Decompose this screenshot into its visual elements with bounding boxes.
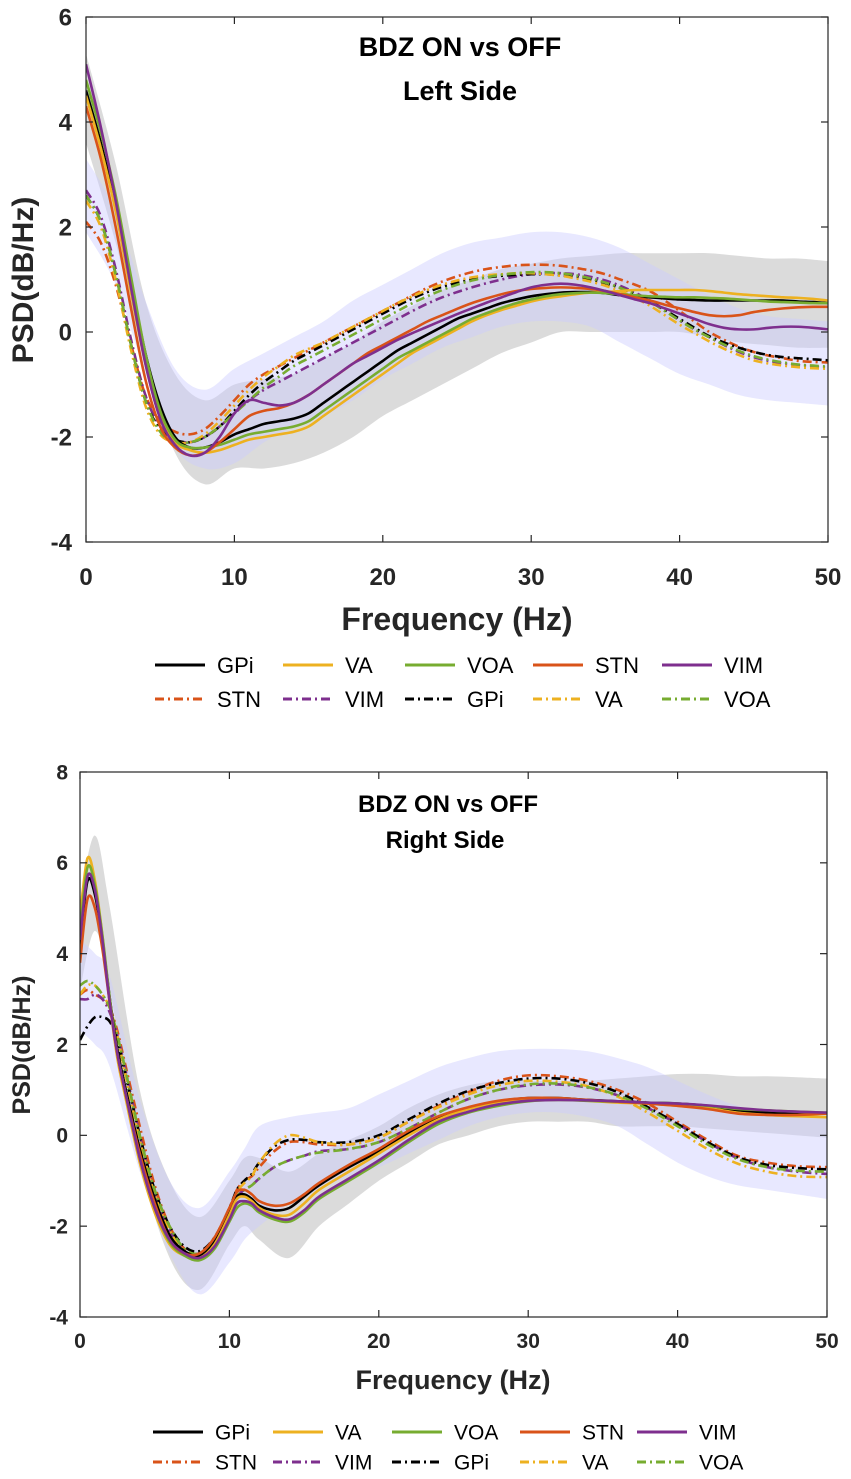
legend-label: VA [345, 653, 373, 678]
chart-title: BDZ ON vs OFF [359, 32, 562, 62]
legend-label: VA [595, 687, 623, 712]
legend-item-voa-off: VOA [637, 1452, 743, 1475]
x-axis-label: Frequency (Hz) [341, 601, 572, 637]
chart-title: BDZ ON vs OFF [358, 791, 538, 818]
chart-panel-right-side: 0 10 20 30 40 50 -4 -2 0 2 4 6 8 BDZ ON vs OFF Right… [8, 761, 839, 1474]
legend-item-stn-off: STN [153, 1452, 257, 1475]
legend-item-gpi-off: GPi [405, 687, 504, 712]
x-tick-label: 30 [517, 1330, 540, 1353]
legend-item-va-off: VA [533, 687, 623, 712]
y-tick-label: 0 [59, 319, 72, 346]
series-lines [86, 63, 828, 458]
legend-label: VIM [345, 687, 384, 712]
legend-label: VOA [467, 653, 514, 678]
series-line-va-off [86, 200, 828, 445]
legend-label: GPi [467, 687, 504, 712]
legend-item-va-on: VA [283, 653, 373, 678]
y-tick-label: 6 [59, 4, 72, 31]
y-tick-label: 4 [56, 943, 68, 966]
series-line-voa-on [86, 79, 828, 450]
y-tick-label: -4 [51, 529, 73, 556]
x-tick-label: 0 [79, 564, 92, 591]
legend-item-stn-on: STN [520, 1422, 624, 1445]
legend-label: GPi [217, 653, 254, 678]
chart-subtitle: Left Side [403, 76, 517, 106]
y-tick-label: 8 [56, 761, 68, 784]
axis-ticks: 0 10 20 30 40 50 -4 -2 0 2 4 6 8 [49, 761, 838, 1353]
legend-item-voa-on: VOA [405, 653, 514, 678]
legend-label: STN [582, 1422, 624, 1445]
x-tick-label: 20 [367, 1330, 390, 1353]
y-tick-label: 4 [59, 109, 73, 136]
legend-item-stn-off: STN [155, 687, 261, 712]
legend-item-va-on: VA [273, 1422, 361, 1445]
y-tick-label: -2 [49, 1216, 68, 1239]
series-line-va-off [80, 983, 827, 1258]
legend-label: VA [582, 1452, 608, 1475]
chart-subtitle: Right Side [386, 827, 505, 854]
legend-item-gpi-on: GPi [153, 1422, 250, 1445]
y-tick-label: -2 [51, 424, 72, 451]
series-line-stn-off [86, 220, 828, 436]
y-tick-label: 6 [56, 852, 68, 875]
y-tick-label: -4 [49, 1306, 68, 1329]
legend-item-vim-off: VIM [273, 1452, 372, 1475]
x-tick-label: 50 [815, 1330, 838, 1353]
legend-label: VOA [699, 1452, 743, 1475]
chart-panel-left-side: 0 10 20 30 40 50 -4 -2 0 2 4 6 BDZ ON vs OFF Left S… [7, 4, 841, 712]
series-line-stn-off [80, 988, 827, 1256]
legend-item-gpi-on: GPi [155, 653, 254, 678]
legend-label: VOA [724, 687, 771, 712]
legend-label: STN [217, 687, 261, 712]
legend-item-vim-off: VIM [283, 687, 384, 712]
legend-item-stn-on: STN [533, 653, 639, 678]
confidence-bands [80, 835, 827, 1295]
y-axis-label: PSD(dB/Hz) [7, 197, 40, 364]
legend-label: STN [595, 653, 639, 678]
legend-item-vim-on: VIM [637, 1422, 736, 1445]
series-line-voa-off [86, 194, 828, 445]
x-tick-label: 0 [74, 1330, 86, 1353]
y-tick-label: 2 [56, 1034, 68, 1057]
x-tick-label: 20 [369, 564, 396, 591]
x-tick-label: 40 [666, 564, 693, 591]
x-axis-label: Frequency (Hz) [355, 1365, 550, 1395]
legend-label: GPi [454, 1452, 489, 1475]
series-lines [80, 855, 827, 1262]
legend-item-va-off: VA [520, 1452, 608, 1475]
y-tick-label: 2 [59, 214, 72, 241]
x-tick-label: 30 [518, 564, 545, 591]
legend: GPi VA VOA STN VIM STN VIM GPi VA VOA [153, 1422, 743, 1475]
band-on-variability [80, 835, 827, 1291]
legend-label: VOA [454, 1422, 498, 1445]
plot-frame [85, 16, 829, 543]
confidence-bands [86, 53, 828, 485]
series-line-vim-on [80, 872, 827, 1260]
legend-item-voa-off: VOA [662, 687, 771, 712]
band-on-variability [86, 53, 828, 485]
x-tick-label: 10 [221, 564, 248, 591]
x-tick-label: 40 [666, 1330, 689, 1353]
legend-label: VA [335, 1422, 361, 1445]
legend-item-voa-on: VOA [392, 1422, 498, 1445]
x-tick-label: 10 [218, 1330, 241, 1353]
legend-label: VIM [699, 1422, 736, 1445]
legend-label: GPi [215, 1422, 250, 1445]
legend-item-vim-on: VIM [662, 653, 763, 678]
legend: GPi VA VOA STN VIM STN VIM GPi VA VOA [155, 653, 771, 712]
series-line-vim-on [86, 63, 828, 458]
series-line-va-on [80, 855, 827, 1261]
x-tick-label: 50 [815, 564, 842, 591]
y-axis-label: PSD(dB/Hz) [8, 976, 36, 1115]
axis-ticks: 0 10 20 30 40 50 -4 -2 0 2 4 6 [51, 4, 842, 591]
legend-label: STN [215, 1452, 257, 1475]
legend-item-gpi-off: GPi [392, 1452, 489, 1475]
y-tick-label: 0 [56, 1125, 68, 1148]
legend-label: VIM [724, 653, 763, 678]
legend-label: VIM [335, 1452, 372, 1475]
